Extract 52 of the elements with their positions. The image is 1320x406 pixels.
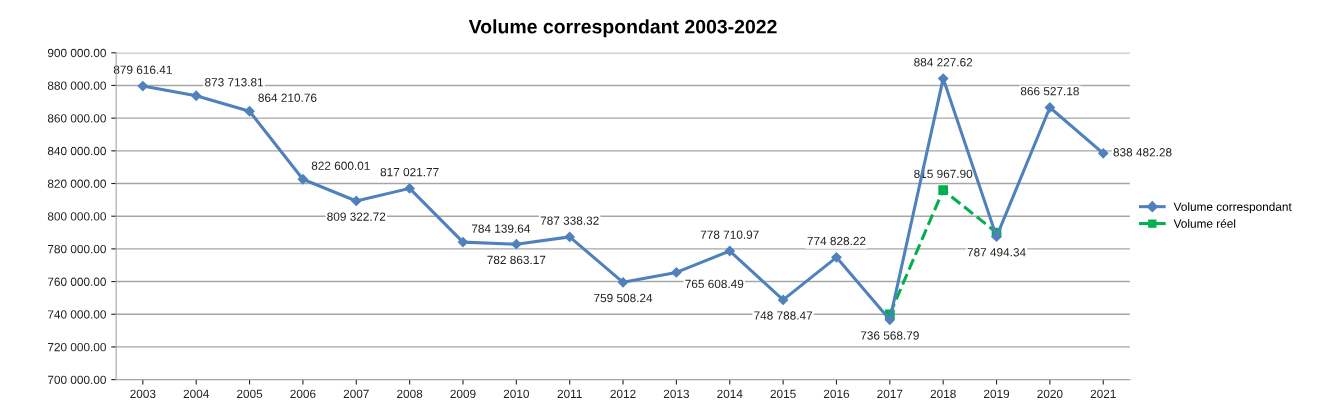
y-tick-label: 780 000.00 bbox=[47, 244, 106, 254]
data-label: 864 210.76 bbox=[258, 93, 317, 102]
x-tick-label: 2006 bbox=[290, 389, 316, 398]
x-tick-label: 2009 bbox=[450, 389, 476, 398]
y-tick-label: 800 000.00 bbox=[47, 212, 106, 221]
data-label: 866 527.18 bbox=[1020, 87, 1079, 96]
data-label: 838 482.28 bbox=[1113, 148, 1172, 157]
data-label: 736 568.79 bbox=[860, 331, 919, 340]
x-tick-label: 2004 bbox=[183, 389, 209, 398]
data-label: 782 863.17 bbox=[487, 255, 546, 265]
y-tick-label: 880 000.00 bbox=[47, 81, 106, 90]
y-tick-label: 860 000.00 bbox=[47, 114, 106, 123]
x-tick-label: 2003 bbox=[130, 389, 156, 398]
data-label: 809 322.72 bbox=[327, 212, 386, 221]
data-label: 787 494.34 bbox=[967, 248, 1026, 257]
data-label: 748 788.47 bbox=[754, 311, 813, 320]
y-tick-label: 840 000.00 bbox=[47, 146, 106, 156]
data-label: 822 600.01 bbox=[311, 161, 370, 170]
x-tick-label: 2010 bbox=[503, 389, 529, 398]
data-label: 774 828.22 bbox=[807, 236, 866, 246]
x-tick-label: 2018 bbox=[930, 389, 956, 398]
data-label: 759 508.24 bbox=[594, 293, 653, 303]
x-tick-label: 2016 bbox=[823, 389, 850, 398]
x-tick-label: 2019 bbox=[983, 389, 1010, 398]
y-tick-label: 740 000.00 bbox=[47, 310, 106, 319]
x-tick-label: 2005 bbox=[237, 389, 263, 398]
data-label: 784 139.64 bbox=[471, 224, 531, 233]
data-label: 817 021.77 bbox=[380, 167, 439, 177]
x-tick-label: 2007 bbox=[343, 389, 369, 398]
y-tick-label: 820 000.00 bbox=[47, 179, 106, 188]
x-tick-label: 2011 bbox=[557, 389, 582, 398]
x-tick-label: 2020 bbox=[1037, 389, 1063, 398]
x-tick-label: 2012 bbox=[610, 389, 636, 398]
x-tick-label: 2013 bbox=[663, 389, 690, 398]
data-label: 879 616.41 bbox=[113, 65, 172, 74]
chart-title: Volume correspondant 2003-2022 bbox=[468, 19, 777, 38]
x-tick-label: 2015 bbox=[770, 389, 796, 398]
y-tick-label: 760 000.00 bbox=[47, 277, 106, 286]
data-label: 765 608.49 bbox=[685, 279, 744, 289]
data-label: 787 338.32 bbox=[540, 216, 599, 225]
y-tick-label: 900 000.00 bbox=[47, 48, 106, 58]
data-label: 778 710.97 bbox=[700, 230, 759, 239]
x-tick-label: 2014 bbox=[717, 389, 743, 398]
x-tick-label: 2008 bbox=[397, 389, 423, 398]
legend-label: Volume réel bbox=[1173, 219, 1236, 228]
y-tick-label: 700 000.00 bbox=[47, 375, 106, 384]
data-label: 873 713.81 bbox=[205, 78, 264, 87]
data-label: 884 227.62 bbox=[914, 58, 973, 67]
y-tick-label: 720 000.00 bbox=[47, 342, 106, 352]
x-tick-label: 2017 bbox=[877, 389, 903, 398]
x-tick-label: 2021 bbox=[1090, 389, 1116, 398]
legend-label: Volume correspondant bbox=[1173, 202, 1292, 214]
